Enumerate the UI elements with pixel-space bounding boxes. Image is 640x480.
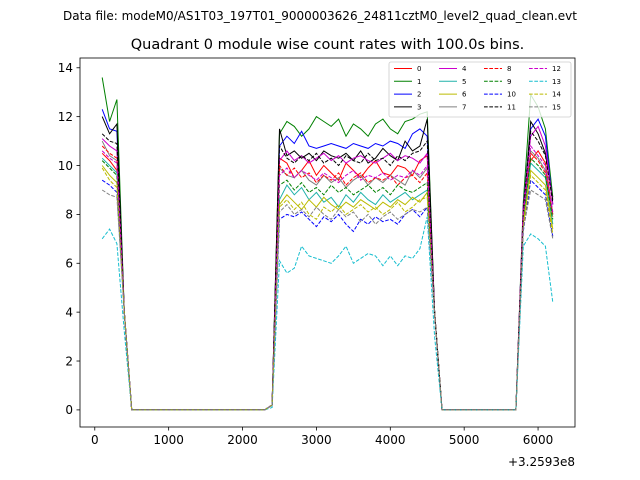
legend-label-13: 13 bbox=[552, 78, 561, 86]
legend-label-8: 8 bbox=[507, 65, 511, 73]
legend-label-15: 15 bbox=[552, 103, 561, 111]
y-tick-label: 6 bbox=[65, 257, 73, 271]
x-tick-label: 6000 bbox=[523, 433, 554, 447]
legend-box bbox=[388, 61, 572, 118]
legend-label-14: 14 bbox=[552, 91, 561, 99]
chart-title: Quadrant 0 module wise count rates with … bbox=[131, 37, 525, 53]
chart-suptitle: Data file: modeM0/AS1T03_197T01_90000036… bbox=[63, 9, 577, 23]
legend-label-1: 1 bbox=[417, 78, 421, 86]
series-line-10 bbox=[101, 179, 554, 411]
legend-label-10: 10 bbox=[507, 91, 516, 99]
legend-label-3: 3 bbox=[417, 103, 421, 111]
series-line-14 bbox=[101, 167, 554, 411]
series-line-7 bbox=[101, 140, 554, 411]
series-layer bbox=[101, 77, 554, 411]
x-axis-offset-label: +3.2593e8 bbox=[508, 455, 575, 469]
y-tick-label: 8 bbox=[65, 208, 73, 222]
x-tick-label: 5000 bbox=[449, 433, 480, 447]
series-line-15 bbox=[101, 189, 554, 411]
plot-frame bbox=[79, 57, 576, 428]
y-tick-label: 2 bbox=[65, 354, 73, 368]
legend-label-4: 4 bbox=[462, 65, 467, 73]
x-tick-label: 3000 bbox=[301, 433, 332, 447]
legend-label-2: 2 bbox=[417, 91, 421, 99]
series-line-11 bbox=[101, 129, 554, 411]
series-line-12 bbox=[101, 144, 554, 411]
x-tick-label: 4000 bbox=[375, 433, 406, 447]
series-line-1 bbox=[101, 77, 554, 411]
series-line-13 bbox=[101, 216, 554, 411]
legend-label-6: 6 bbox=[462, 91, 467, 99]
series-line-6 bbox=[101, 165, 554, 411]
x-tick-label: 1000 bbox=[153, 433, 184, 447]
legend-label-0: 0 bbox=[417, 65, 421, 73]
series-line-5 bbox=[101, 157, 554, 411]
series-line-2 bbox=[101, 109, 554, 411]
legend-label-12: 12 bbox=[552, 65, 561, 73]
y-axis: 0 2 4 6 8 10 12 14 bbox=[58, 61, 80, 417]
legend-label-11: 11 bbox=[507, 103, 516, 111]
y-tick-label: 4 bbox=[65, 305, 73, 319]
x-axis: 0 1000 2000 3000 4000 5000 6000 bbox=[91, 427, 553, 447]
y-tick-label: 0 bbox=[65, 403, 73, 417]
x-tick-label: 0 bbox=[91, 433, 99, 447]
legend-label-7: 7 bbox=[462, 103, 466, 111]
y-tick-label: 14 bbox=[58, 61, 73, 75]
y-tick-label: 10 bbox=[58, 159, 73, 173]
y-tick-label: 12 bbox=[58, 110, 73, 124]
series-line-8 bbox=[101, 145, 554, 411]
legend-label-5: 5 bbox=[462, 78, 466, 86]
series-line-9 bbox=[101, 157, 554, 411]
legend-label-9: 9 bbox=[507, 78, 511, 86]
x-tick-label: 2000 bbox=[227, 433, 258, 447]
